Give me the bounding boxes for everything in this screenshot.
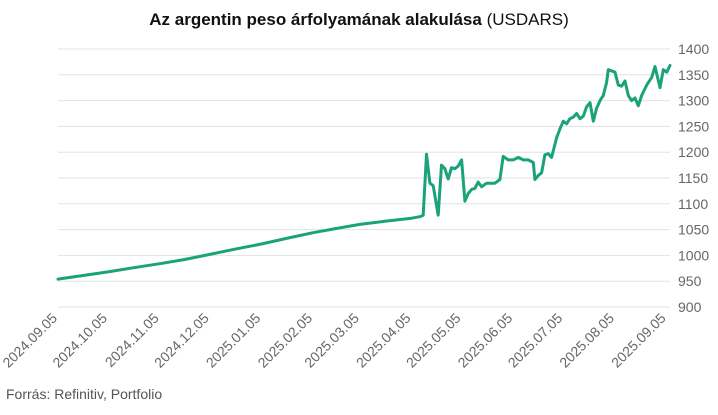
y-tick-label: 1250 [678, 118, 709, 134]
y-tick-label: 1100 [678, 196, 708, 212]
series-line-0 [56, 64, 672, 281]
x-tick-label: 2025.01.05 [203, 310, 264, 371]
y-axis-ticks: 900 950 1000 1050 1100 1150 1200 1250 1300 1350 14… [678, 41, 709, 315]
x-tick-label: 2025.07.05 [505, 310, 566, 371]
y-tick-label: 1150 [678, 170, 708, 186]
x-tick-label: 2025.05.05 [403, 310, 464, 371]
y-tick-label: 950 [678, 273, 702, 289]
x-axis-ticks: 2024.09.052024.10.052024.11.052024.12.05… [0, 310, 669, 371]
y-tick-label: 1300 [678, 93, 709, 109]
x-tick-label: 2024.12.05 [151, 310, 212, 371]
source-note: Forrás: Refinitiv, Portfolio [6, 386, 163, 402]
series-layer [56, 64, 672, 281]
y-tick-label: 1000 [678, 247, 709, 263]
y-tick-label: 1200 [678, 144, 709, 160]
x-tick-label: 2025.08.05 [556, 310, 617, 371]
y-tick-label: 1050 [678, 222, 709, 238]
x-tick-label: 2025.09.05 [608, 310, 669, 371]
y-tick-label: 1350 [678, 67, 709, 83]
chart-title: Az argentin peso árfolyamának alakulása … [0, 10, 718, 30]
y-tick-label: 900 [678, 299, 702, 315]
x-tick-label: 2024.10.05 [49, 310, 110, 371]
gridlines [58, 48, 670, 308]
chart-title-main: Az argentin peso árfolyamának alakulása [149, 10, 482, 29]
chart-subtitle: (USDARS) [486, 10, 569, 29]
y-tick-label: 1400 [678, 41, 709, 57]
